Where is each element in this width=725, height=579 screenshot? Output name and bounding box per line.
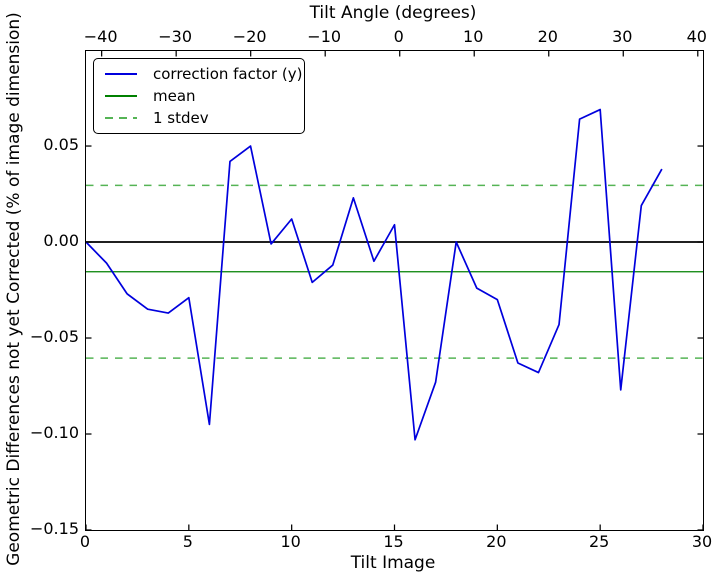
legend-swatch-solid-line — [105, 73, 137, 75]
legend-item: mean — [104, 85, 296, 107]
top-tick-label: 20 — [537, 27, 558, 46]
bottom-tick-label: 25 — [588, 532, 610, 551]
y-tick-label: −0.10 — [29, 423, 79, 442]
bottom-axis-title: Tilt Image — [350, 553, 436, 573]
y-tick-label: 0.05 — [43, 135, 79, 155]
top-tick-label: 30 — [612, 27, 633, 46]
bottom-tick-label: 0 — [79, 532, 91, 551]
legend: correction factor (y) mean 1 stdev — [93, 58, 305, 134]
plot-canvas — [86, 51, 703, 530]
top-tick-label: −10 — [307, 27, 342, 46]
legend-item: 1 stdev — [104, 107, 296, 129]
bottom-tick-label: 20 — [486, 532, 507, 551]
top-axis-title: Tilt Angle (degrees) — [309, 3, 477, 23]
legend-label: 1 stdev — [153, 109, 209, 127]
bottom-tick-label: 10 — [280, 532, 301, 551]
top-tick-label: −20 — [232, 27, 267, 46]
bottom-tick-label: 15 — [383, 532, 404, 551]
top-tick-label: −40 — [83, 27, 118, 46]
top-tick-label: 0 — [393, 27, 404, 46]
y-tick-label: −0.15 — [29, 519, 79, 538]
plot-area: correction factor (y) mean 1 stdev — [85, 50, 704, 531]
y-axis-title: Geometric Differences not yet Corrected … — [4, 12, 24, 566]
legend-label: mean — [153, 87, 196, 105]
y-tick-label: −0.05 — [29, 327, 79, 347]
legend-label: correction factor (y) — [153, 65, 303, 83]
top-tick-label: 40 — [686, 27, 707, 46]
top-tick-label: −30 — [158, 27, 193, 46]
bottom-tick-label: 30 — [691, 532, 713, 551]
y-tick-label: 0.00 — [43, 231, 79, 251]
bottom-tick-label: 5 — [182, 532, 193, 551]
legend-swatch-dashed-line — [105, 117, 137, 119]
top-tick-label: 10 — [463, 27, 484, 46]
legend-swatch-solid-line — [105, 95, 137, 97]
legend-item: correction factor (y) — [104, 63, 302, 85]
